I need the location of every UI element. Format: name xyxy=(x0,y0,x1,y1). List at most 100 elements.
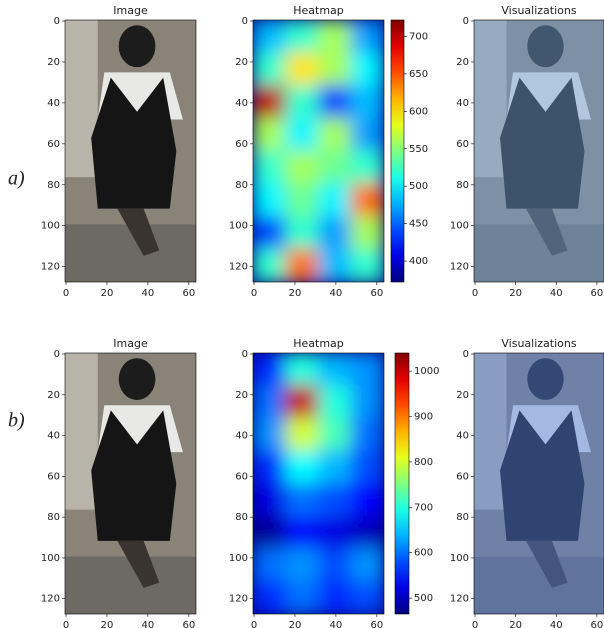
heatmap-cell xyxy=(351,483,385,517)
x-tick-label: 20 xyxy=(509,288,522,299)
y-tick-label: 20 xyxy=(47,390,60,401)
y-tick-label: 80 xyxy=(47,512,60,523)
y-tick-label: 60 xyxy=(235,139,248,150)
y-tick-label: 0 xyxy=(463,349,469,360)
y-tick-label: 60 xyxy=(47,471,60,482)
heatmap-cell xyxy=(318,581,352,615)
x-tick-label: 0 xyxy=(63,620,69,628)
heatmap-cell xyxy=(318,183,352,217)
y-tick-label: 20 xyxy=(456,57,469,68)
colorbar-tick-label: 700 xyxy=(414,502,433,513)
colorbar-tick-label: 450 xyxy=(409,219,428,230)
heatmap-cell xyxy=(351,216,385,250)
heatmap-cell xyxy=(253,353,287,387)
colorbar-tick-label: 600 xyxy=(414,548,433,559)
heatmap-cells xyxy=(253,20,385,283)
x-tick-label: 0 xyxy=(63,288,69,299)
y-tick-label: 100 xyxy=(229,221,248,232)
panel-title: Visualizations xyxy=(501,4,576,17)
heatmap-cell xyxy=(253,483,287,517)
heatmap-cell xyxy=(351,385,385,419)
colorbar-tick-label: 500 xyxy=(409,181,428,192)
panel-title: Image xyxy=(113,337,148,350)
y-tick-label: 0 xyxy=(242,16,248,27)
heatmap-cell xyxy=(351,516,385,550)
heatmap-cell xyxy=(351,118,385,152)
panel-label: a) xyxy=(8,168,25,190)
y-tick-label: 100 xyxy=(450,221,469,232)
heatmap-cell xyxy=(351,151,385,185)
plot-area xyxy=(474,353,604,614)
heatmap-cell xyxy=(285,450,319,484)
x-tick-label: 0 xyxy=(472,620,478,628)
plot-area xyxy=(474,20,604,282)
x-tick-label: 60 xyxy=(591,620,604,628)
heatmap-cell xyxy=(351,183,385,217)
heatmap-cell xyxy=(253,418,287,452)
heatmap-cell xyxy=(285,20,319,54)
heatmap-cell xyxy=(318,85,352,119)
heatmap-cell xyxy=(285,216,319,250)
x-tick-label: 20 xyxy=(289,620,302,628)
heatmap-cell xyxy=(253,118,287,152)
x-tick-label: 0 xyxy=(251,288,257,299)
y-tick-label: 60 xyxy=(456,471,469,482)
heatmap-cell xyxy=(318,450,352,484)
heatmap-cell xyxy=(318,249,352,283)
heatmap-cell xyxy=(253,183,287,217)
y-tick-label: 0 xyxy=(242,349,248,360)
heatmap-cell xyxy=(285,483,319,517)
heatmap-cell xyxy=(253,85,287,119)
heatmap-cell xyxy=(351,418,385,452)
heatmap-cell xyxy=(253,249,287,283)
y-tick-label: 20 xyxy=(47,57,60,68)
heatmap-cell xyxy=(285,418,319,452)
panel-title: Heatmap xyxy=(293,337,344,350)
colorbar xyxy=(395,353,409,614)
colorbar xyxy=(391,20,404,282)
y-tick-label: 120 xyxy=(450,594,469,605)
colorbar-tick-label: 700 xyxy=(409,31,428,42)
heatmap-cell xyxy=(318,216,352,250)
y-tick-label: 60 xyxy=(235,471,248,482)
heatmap-cell xyxy=(253,385,287,419)
x-tick-label: 60 xyxy=(370,620,383,628)
heatmap-cell xyxy=(351,548,385,582)
colorbar-tick-label: 800 xyxy=(414,457,433,468)
x-tick-label: 60 xyxy=(370,288,383,299)
figure: a) b) Image02040600204060801001204004505… xyxy=(0,0,604,628)
heatmap-cell xyxy=(285,548,319,582)
y-tick-label: 120 xyxy=(229,594,248,605)
y-tick-label: 60 xyxy=(456,139,469,150)
step xyxy=(65,224,196,282)
heatmap-cell xyxy=(285,249,319,283)
colorbar-tick-label: 650 xyxy=(409,69,428,80)
x-tick-label: 20 xyxy=(289,288,302,299)
heatmap-cell xyxy=(285,151,319,185)
heatmap-cell xyxy=(351,353,385,387)
y-tick-label: 40 xyxy=(235,98,248,109)
y-tick-label: 120 xyxy=(41,262,60,273)
heatmap-cell xyxy=(318,483,352,517)
head xyxy=(119,358,156,400)
heatmap-cell xyxy=(351,85,385,119)
x-tick-label: 40 xyxy=(330,288,343,299)
step xyxy=(65,557,196,614)
y-tick-label: 120 xyxy=(41,594,60,605)
heatmap-cell xyxy=(318,52,352,86)
colorbar-tick-label: 900 xyxy=(414,412,433,423)
y-tick-label: 80 xyxy=(456,512,469,523)
heatmap-cell xyxy=(285,85,319,119)
heatmap-cell xyxy=(285,183,319,217)
heatmap-cell xyxy=(318,151,352,185)
heatmap-cell xyxy=(351,52,385,86)
x-tick-label: 20 xyxy=(101,620,114,628)
panel-label: b) xyxy=(8,410,25,432)
y-tick-label: 100 xyxy=(41,221,60,232)
y-tick-label: 40 xyxy=(456,98,469,109)
heatmap-cell xyxy=(351,450,385,484)
heatmap-cell xyxy=(253,548,287,582)
x-tick-label: 40 xyxy=(550,288,563,299)
x-tick-label: 40 xyxy=(142,288,155,299)
x-tick-label: 60 xyxy=(182,620,195,628)
